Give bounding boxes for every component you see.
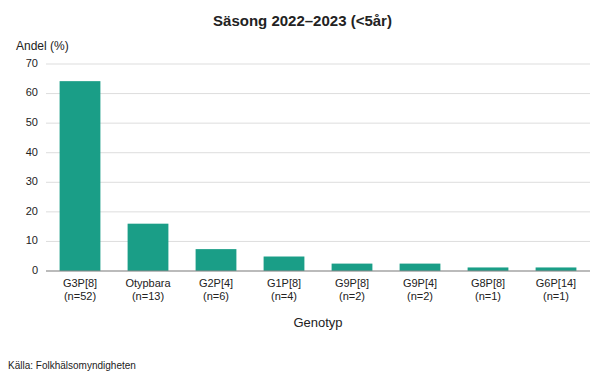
x-tick-label: G3P[8](n=52) (63, 277, 97, 302)
x-tick-label-line: (n=1) (475, 290, 501, 302)
x-tick-label: G2P[4](n=6) (199, 277, 233, 302)
x-axis-line (46, 271, 590, 272)
x-tick-label-line: G9P[8] (335, 277, 369, 289)
x-tick-label-line: G3P[8] (63, 277, 97, 289)
x-tick-label-line: (n=2) (407, 290, 433, 302)
x-tick-label-line: (n=1) (543, 290, 569, 302)
x-tick-label-line: G8P[8] (471, 277, 505, 289)
bar (264, 257, 305, 271)
chart-container: 0 10 20 30 40 50 60 70 G3P[8](n=52) Otypbara(n=13… (0, 0, 605, 379)
x-tick-label-line: G1P[8] (267, 277, 301, 289)
x-tick-label-line: Otypbara (125, 277, 171, 289)
bar (128, 224, 169, 271)
grid-line (46, 152, 590, 153)
bar (332, 264, 373, 271)
x-axis-label: Genotyp (293, 315, 342, 330)
x-tick-label: G9P[4](n=2) (403, 277, 437, 302)
grid-line (46, 64, 590, 65)
x-tick-label-line: (n=2) (339, 290, 365, 302)
y-tick-label: 0 (32, 264, 38, 276)
bar (536, 267, 577, 271)
x-tick-label-line: (n=13) (132, 290, 164, 302)
x-tick-label-line: (n=4) (271, 290, 297, 302)
chart-title: Säsong 2022–2023 (<5år) (213, 12, 392, 29)
x-tick-label-line: G9P[4] (403, 277, 437, 289)
bars (60, 81, 577, 271)
grid-line (46, 123, 590, 124)
y-tick-label: 70 (26, 57, 38, 69)
x-tick-label-line: G6P[14] (536, 277, 576, 289)
x-tick-label: G6P[14](n=1) (536, 277, 576, 302)
bar (400, 264, 441, 271)
bar (468, 267, 509, 271)
x-tick-label-line: G2P[4] (199, 277, 233, 289)
y-tick-label: 50 (26, 116, 38, 128)
grid-line (46, 211, 590, 212)
y-tick-label: 10 (26, 234, 38, 246)
x-tick-label-line: (n=6) (203, 290, 229, 302)
grid-line (46, 182, 590, 183)
y-tick-label: 60 (26, 86, 38, 98)
chart-svg: 0 10 20 30 40 50 60 70 G3P[8](n=52) Otypbara(n=13… (0, 0, 605, 379)
grid (46, 64, 590, 271)
y-tick-label: 20 (26, 205, 38, 217)
bar (60, 81, 101, 271)
grid-line (46, 93, 590, 94)
source-note: Källa: Folkhälsomyndigheten (8, 360, 136, 371)
x-tick-label: Otypbara(n=13) (125, 277, 171, 302)
x-tick-label-line: (n=52) (64, 290, 96, 302)
y-tick-label: 40 (26, 146, 38, 158)
y-axis-label: Andel (%) (16, 39, 69, 53)
y-tick-label: 30 (26, 175, 38, 187)
x-tick-label: G1P[8](n=4) (267, 277, 301, 302)
grid-line (46, 271, 590, 272)
x-tick-label: G8P[8](n=1) (471, 277, 505, 302)
x-tick-label: G9P[8](n=2) (335, 277, 369, 302)
bar (196, 249, 237, 271)
